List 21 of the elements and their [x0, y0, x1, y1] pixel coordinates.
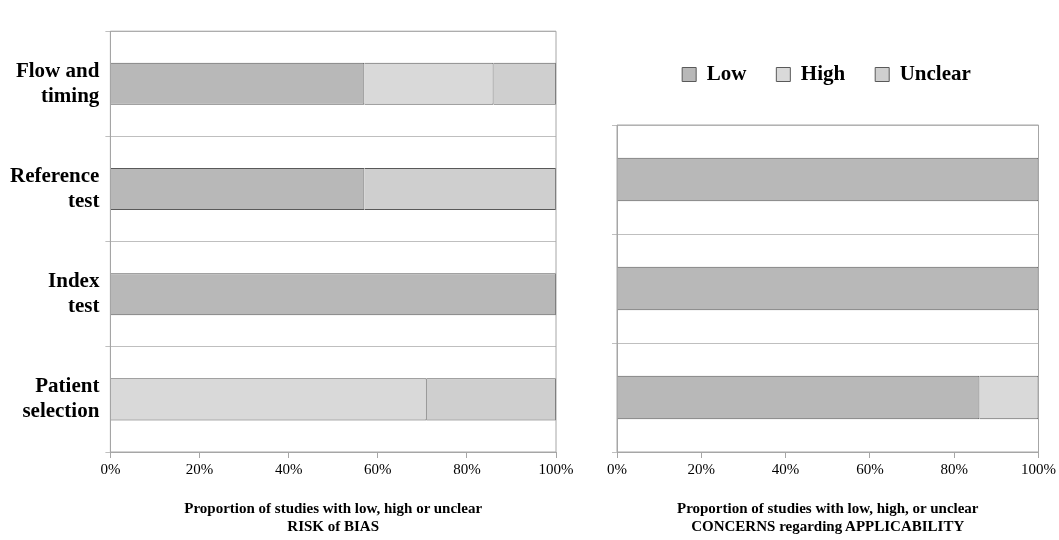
- x-tick-label: 0%: [607, 460, 627, 477]
- x-tick-label: 100%: [1021, 460, 1056, 477]
- y-tick-label: Patient selection: [22, 373, 100, 423]
- x-tick-label: 0%: [100, 460, 121, 477]
- legend-label: Unclear: [899, 60, 971, 85]
- x-tick-label: 80%: [453, 460, 481, 477]
- x-tick-label: 20%: [687, 460, 716, 477]
- x-tick-label: 40%: [771, 460, 800, 477]
- x-tick-label: 20%: [185, 460, 214, 477]
- y-tick-label: Index test: [48, 268, 100, 318]
- y-tick-label: Reference test: [9, 162, 100, 213]
- x-axis-title: Proportion of studies with low, high, or unclear CONCERNS regarding APPLICABILITY: [676, 499, 979, 534]
- y-tick-label: Flow and timing: [15, 57, 100, 107]
- x-tick-label: 100%: [538, 460, 574, 477]
- x-tick-label: 60%: [364, 460, 392, 477]
- legend-label: High: [800, 60, 846, 85]
- legend-label: Low: [706, 60, 748, 85]
- x-axis-title: Proportion of studies with low, high or unclear RISK of BIAS: [184, 499, 483, 534]
- x-tick-label: 60%: [856, 460, 884, 477]
- x-tick-label: 80%: [940, 460, 968, 477]
- x-tick-label: 40%: [274, 460, 303, 477]
